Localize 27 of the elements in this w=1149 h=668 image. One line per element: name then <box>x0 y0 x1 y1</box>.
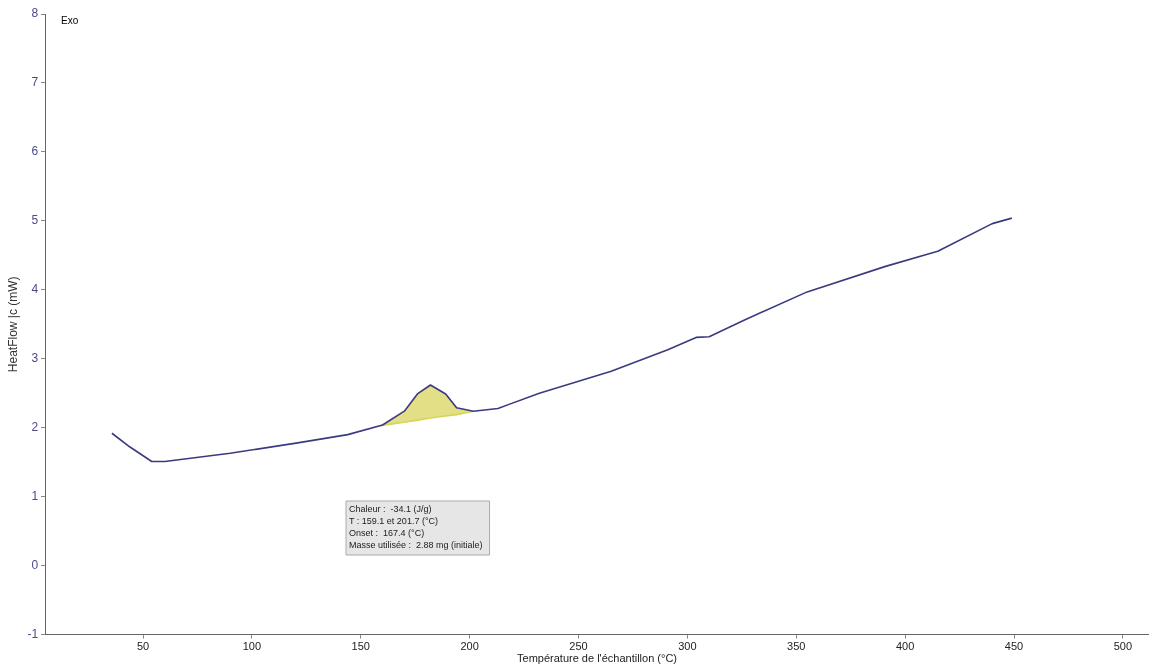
x-tick-label: 500 <box>1113 640 1133 653</box>
y-tick-label: 0 <box>31 557 39 572</box>
y-tick-label: -1 <box>27 626 39 641</box>
y-tick-label: 4 <box>31 282 39 297</box>
annotation: Chaleur : -34.1 (J/g) <box>349 503 432 514</box>
y-tick-label: 5 <box>31 213 39 228</box>
y-axis-title: HeatFlow |c (mW) <box>5 276 20 373</box>
y-tick-label: 7 <box>31 75 39 90</box>
y-tick-label: 8 <box>31 6 39 21</box>
x-tick-label: 200 <box>460 640 479 653</box>
annotation: Onset : 167.4 (°C) <box>349 527 425 538</box>
x-tick-label: 50 <box>136 640 150 653</box>
x-tick-label: 350 <box>787 640 806 653</box>
annotation: Exo <box>61 14 79 26</box>
x-tick-label: 150 <box>351 640 370 653</box>
x-tick-label: 300 <box>678 640 697 653</box>
y-tick-label: 3 <box>31 351 39 366</box>
x-axis-title: Température de l'échantillon (°C) <box>517 652 678 665</box>
x-tick-label: 400 <box>895 640 915 653</box>
y-tick-label: 1 <box>31 489 39 503</box>
y-tick-label: 2 <box>31 420 39 435</box>
x-tick-label: 450 <box>1004 640 1024 653</box>
x-tick-label: 100 <box>242 640 262 653</box>
annotation: T : 159.1 et 201.7 (°C) <box>349 515 438 526</box>
y-tick-label: 6 <box>31 144 39 159</box>
x-tick-label: 250 <box>569 640 588 653</box>
annotation: Masse utilisée : 2.88 mg (initiale) <box>349 539 483 550</box>
